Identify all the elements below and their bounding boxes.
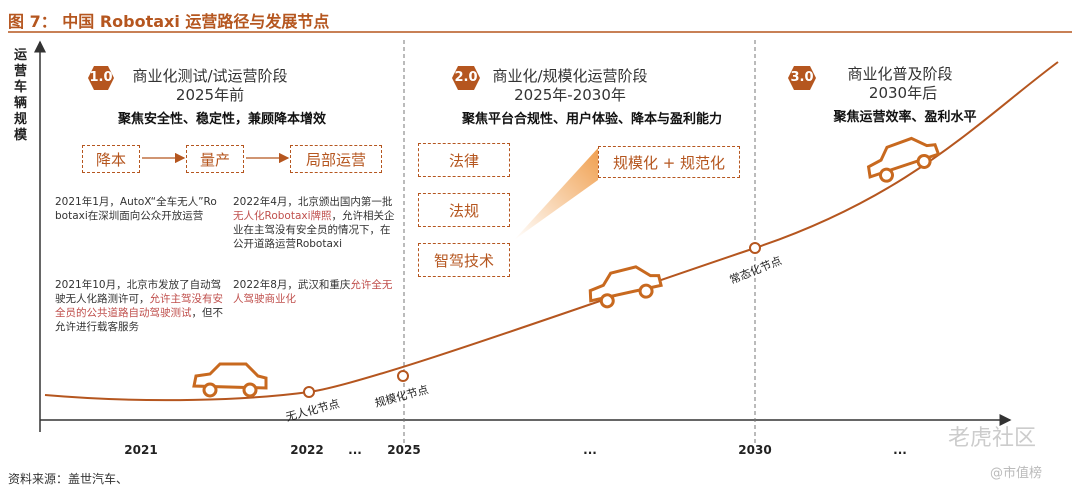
stage-focus: 聚焦平台合规性、用户体验、降本与盈利能力 (461, 112, 723, 127)
car-icon (192, 362, 268, 398)
stage-badge: 2.0 (454, 70, 478, 85)
stage-period: 2025年-2030年 (514, 86, 626, 104)
x-axis-label: 2025 (387, 443, 421, 457)
stage-focus: 聚焦运营效率、盈利水平 (833, 110, 977, 125)
title: 图 7： 中国 Robotaxi 运营路径与发展节点 (8, 12, 330, 31)
note: 2021年10月，北京市发放了自动驾驶无人化路测许可，允许主驾没有安全员的公共道… (55, 278, 223, 334)
factor-box: 法律 (418, 143, 510, 177)
stage-name: 商业化普及阶段 (847, 65, 953, 83)
car-icon (588, 265, 663, 309)
stage-period: 2030年后 (868, 84, 938, 102)
node-marker (303, 386, 315, 398)
x-axis-label: ... (893, 443, 907, 457)
watermark: 老虎社区 (948, 426, 1037, 451)
y-axis-label: 运营车辆规模 (14, 48, 28, 143)
source: 资料来源：盖世汽车、 (8, 472, 129, 486)
node-marker (397, 370, 409, 382)
stage-focus: 聚焦安全性、稳定性，兼顾降本增效 (117, 112, 327, 127)
x-axis-label: 2022 (290, 443, 324, 457)
note: 2022年8月，武汉和重庆允许全无人驾驶商业化 (233, 278, 399, 306)
stage-name: 商业化测试/试运营阶段 (132, 67, 288, 85)
note: 2022年4月，北京颁出国内第一批无人化Robotaxi牌照，允许相关企业在主驾… (233, 195, 399, 251)
note-text: 2022年8月，武汉和重庆 (233, 279, 351, 291)
note-highlight: 允许全无人驾驶商业化 (233, 279, 393, 305)
stage-period: 2025年前 (175, 86, 245, 104)
note: 2021年1月，AutoX“全车无人”Robotaxi在深圳面向公众开放运营 (55, 195, 223, 223)
car-icon (866, 136, 941, 183)
stage-badge: 1.0 (89, 70, 113, 85)
x-axis-label: 2021 (124, 443, 158, 457)
triangle (514, 148, 598, 240)
x-axis-label: 2030 (738, 443, 772, 457)
note-text: ，允许相关企业在主驾没有安全员的情况下，在公开道路运营Robotaxi (233, 210, 395, 250)
x-axis-label: ... (583, 443, 597, 457)
stage-badge-shape (452, 66, 480, 90)
goal-box: 规模化 + 规范化 (598, 146, 740, 178)
node-marker (749, 242, 761, 254)
flow-box: 量产 (186, 145, 244, 173)
note-text: 2021年10月，北京市发放了自动驾驶无人化路测许可， (55, 279, 222, 305)
flow-box: 降本 (82, 145, 140, 173)
factor-box: 法规 (418, 193, 510, 227)
note-text: 2022年4月，北京颁出国内第一批 (233, 196, 393, 208)
flow-box: 局部运营 (290, 145, 382, 173)
watermark: @市值榜 (990, 466, 1043, 481)
stage-badge-shape (788, 66, 816, 90)
stage-name: 商业化/规模化运营阶段 (492, 67, 648, 85)
factor-box: 智驾技术 (418, 243, 510, 277)
x-axis-label: ... (348, 443, 362, 457)
stage-badge: 3.0 (790, 70, 814, 85)
stage-badge-shape (88, 66, 114, 90)
note-highlight: 允许主驾没有安全员的公共道路自动驾驶测试 (55, 293, 223, 319)
note-text: 2021年1月，AutoX“全车无人”Robotaxi在深圳面向公众开放运营 (55, 196, 217, 222)
note-highlight: 无人化Robotaxi牌照 (233, 210, 332, 222)
note-text: ，但不允许进行载客服务 (55, 307, 223, 333)
